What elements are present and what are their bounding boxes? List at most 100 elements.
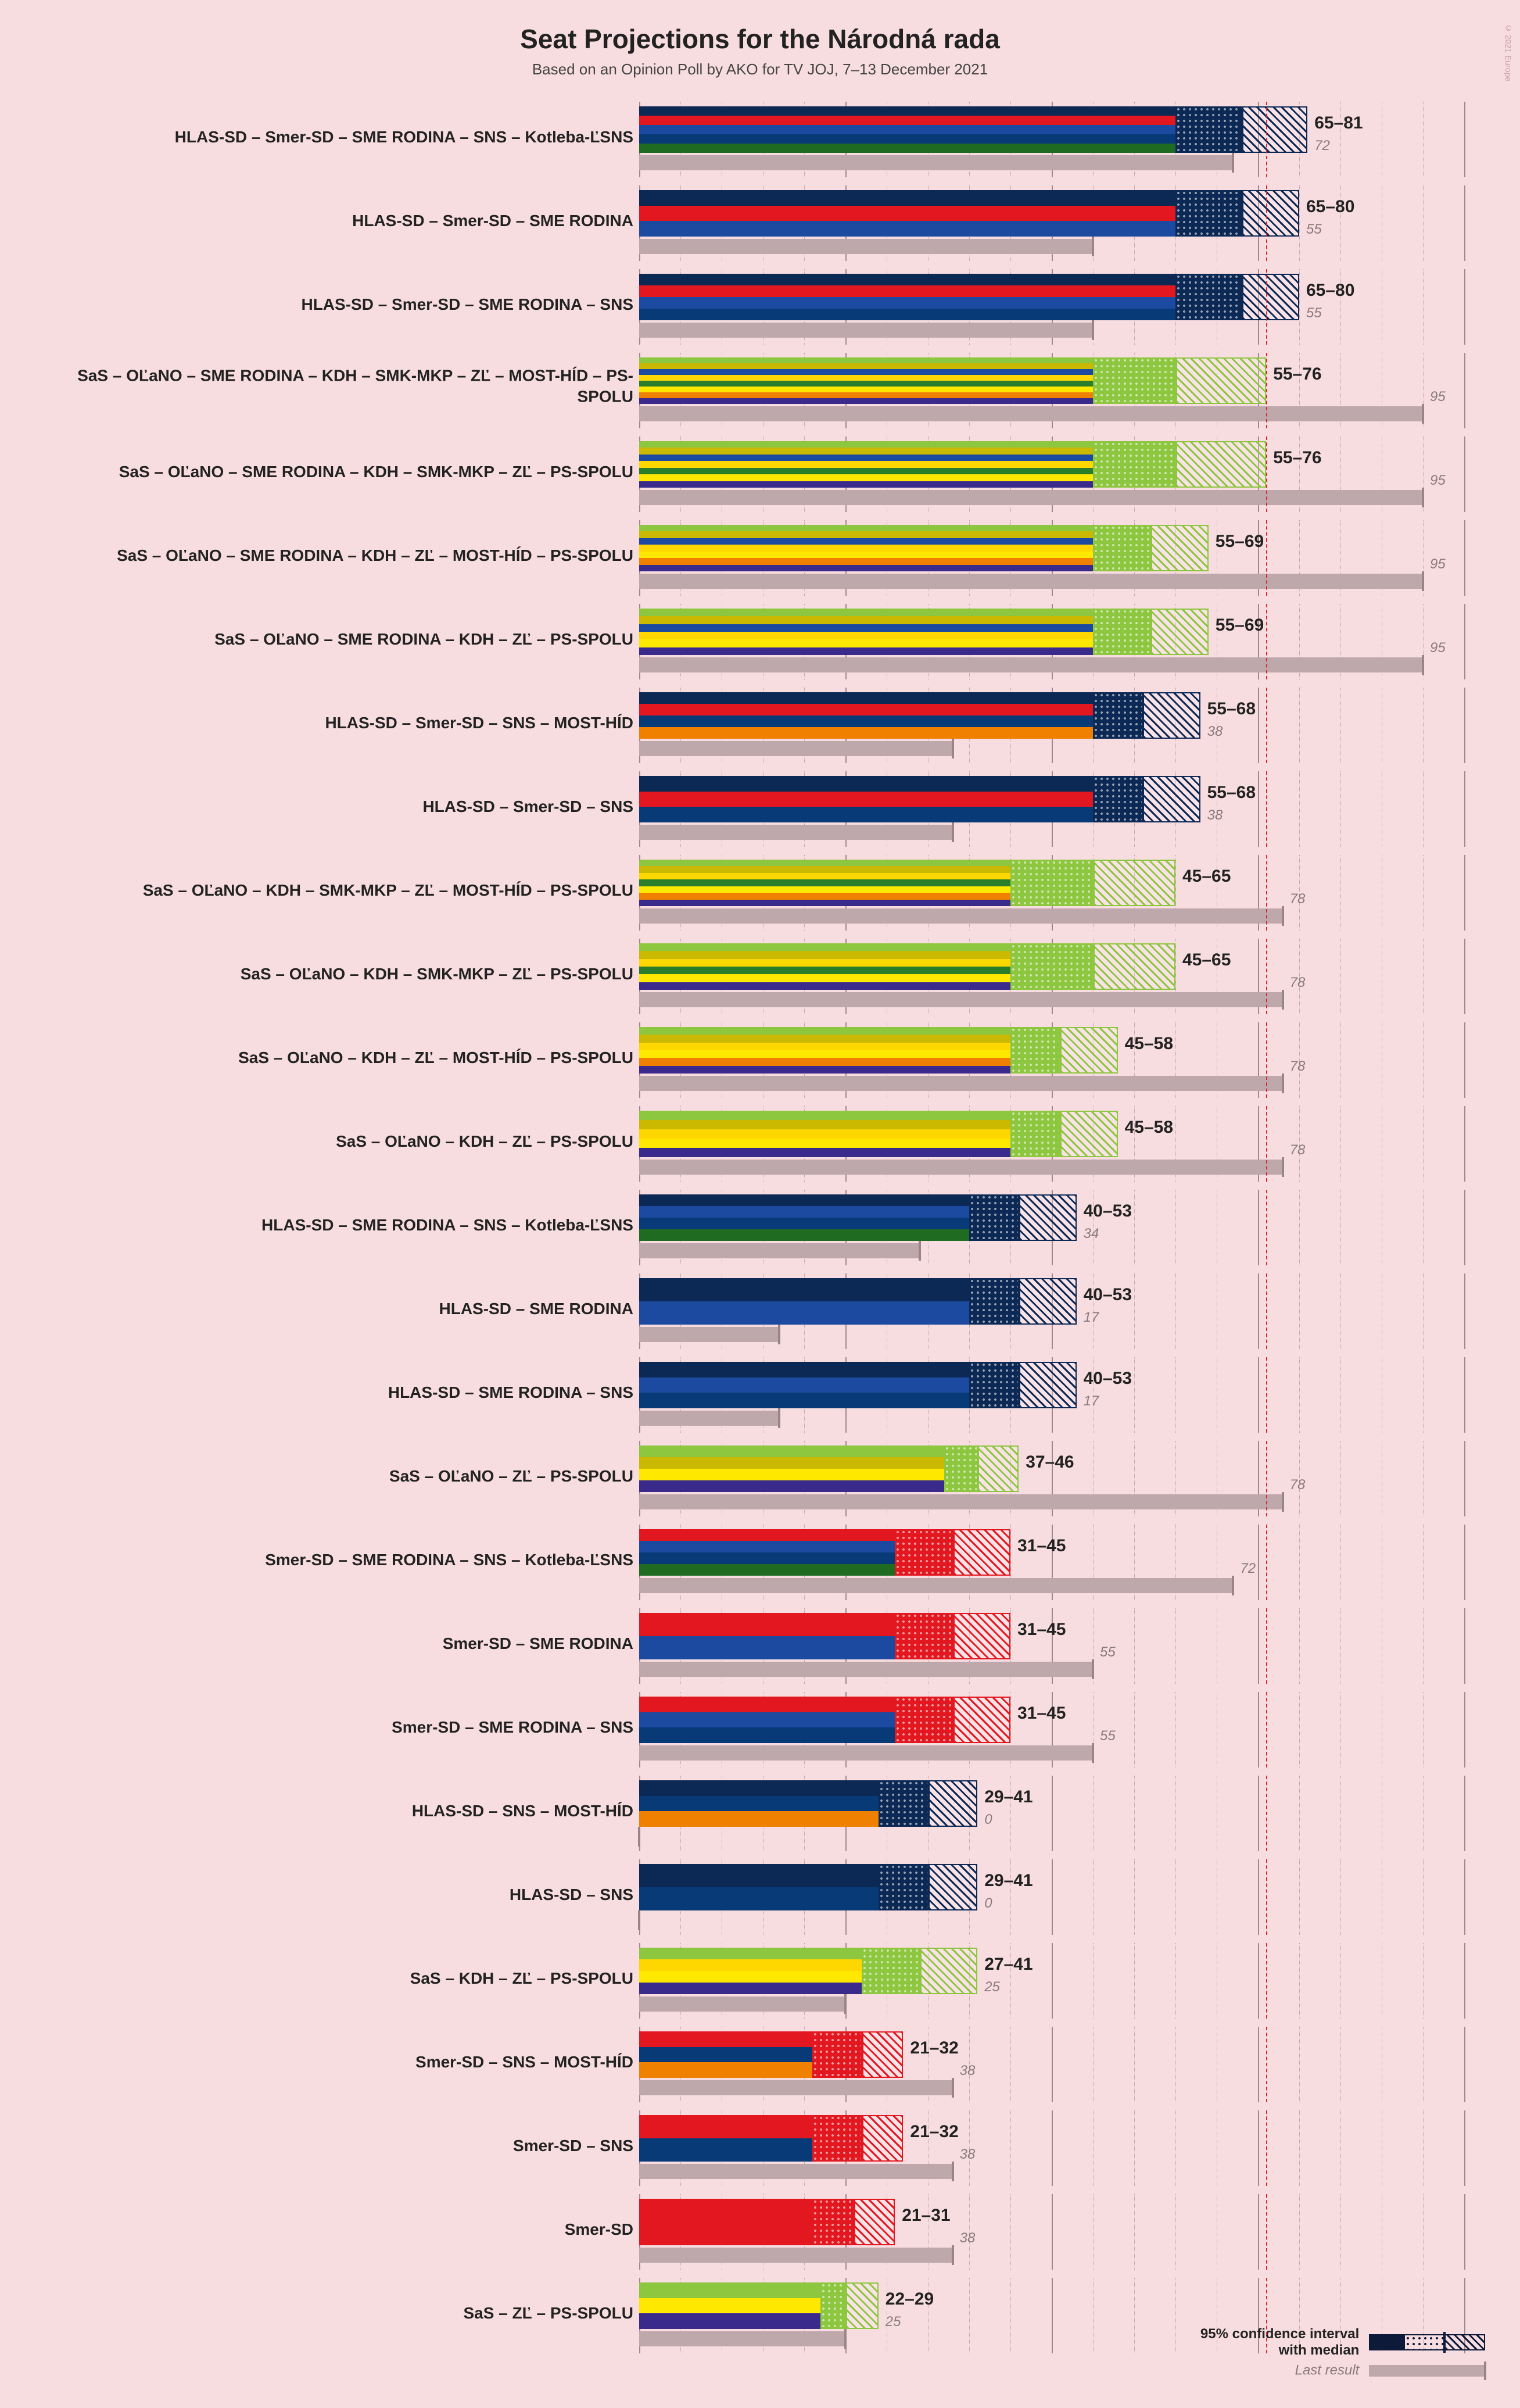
majority-line xyxy=(1266,102,1267,177)
majority-line xyxy=(1266,185,1267,261)
range-label: 27–41 xyxy=(984,1955,1033,1974)
plot-cell: 40–5317 xyxy=(639,1273,1464,1349)
last-label: 78 xyxy=(1290,1142,1306,1158)
majority-line xyxy=(1266,269,1267,345)
legend: 95% confidence interval with median Last… xyxy=(1200,2326,1485,2379)
majority-line xyxy=(1266,1357,1267,1433)
last-result-bar xyxy=(639,1662,1093,1677)
range-label: 22–29 xyxy=(886,2289,934,2309)
coalition-label: HLAS-SD – SME RODINA – SNS – Kotleba-ĽSN… xyxy=(41,1215,633,1236)
coalition-label: Smer-SD – SNS xyxy=(41,2135,633,2156)
majority-line xyxy=(1266,604,1267,679)
last-label: 78 xyxy=(1290,1058,1306,1075)
coalition-row: SaS – OĽaNO – SME RODINA – KDH – SMK-MKP… xyxy=(639,353,1464,428)
last-result-bar xyxy=(639,406,1423,421)
coalition-row: SaS – OĽaNO – ZĽ – PS-SPOLU37–4678 xyxy=(639,1441,1464,1516)
last-result-bar xyxy=(639,741,953,756)
majority-line xyxy=(1266,1692,1267,1767)
chart-title: Seat Projections for the Národná rada xyxy=(35,23,1485,55)
chart-subtitle: Based on an Opinion Poll by AKO for TV J… xyxy=(35,60,1485,78)
legend-last-swatch xyxy=(1369,2365,1485,2377)
range-label: 45–65 xyxy=(1182,867,1231,886)
range-label: 21–32 xyxy=(910,2038,958,2058)
last-result-bar xyxy=(639,1578,1233,1593)
coalition-label: HLAS-SD – Smer-SD – SNS – MOST-HÍD xyxy=(41,713,633,734)
range-label: 31–45 xyxy=(1017,1620,1066,1640)
last-label: 72 xyxy=(1314,138,1330,154)
plot-cell: 45–6578 xyxy=(639,939,1464,1014)
coalition-label: SaS – OĽaNO – SME RODINA – KDH – ZĽ – PS… xyxy=(41,629,633,650)
watermark: © 2021 Europe xyxy=(1504,23,1513,81)
range-label: 55–69 xyxy=(1216,532,1264,552)
coalition-row: Smer-SD – SME RODINA31–4555 xyxy=(639,1608,1464,1684)
coalition-row: SaS – OĽaNO – SME RODINA – KDH – SMK-MKP… xyxy=(639,436,1464,512)
last-label: 38 xyxy=(960,2230,976,2246)
range-label: 21–31 xyxy=(902,2206,950,2225)
last-result-bar xyxy=(639,1494,1283,1509)
range-label: 37–46 xyxy=(1026,1452,1074,1472)
coalition-label: HLAS-SD – Smer-SD – SME RODINA – SNS – K… xyxy=(41,127,633,148)
coalition-row: HLAS-SD – SNS29–410 xyxy=(639,1859,1464,1935)
last-result-bar xyxy=(639,1411,779,1426)
coalition-row: HLAS-SD – Smer-SD – SME RODINA – SNS65–8… xyxy=(639,269,1464,345)
range-label: 55–68 xyxy=(1207,699,1256,719)
coalition-row: HLAS-SD – Smer-SD – SME RODINA65–8055 xyxy=(639,185,1464,261)
majority-line xyxy=(1266,2278,1267,2353)
plot-cell: 55–6995 xyxy=(639,604,1464,679)
last-result-bar xyxy=(639,1996,845,2012)
coalition-label: SaS – OĽaNO – KDH – SMK-MKP – ZĽ – PS-SP… xyxy=(41,964,633,985)
coalition-label: Smer-SD xyxy=(41,2219,633,2240)
coalition-row: HLAS-SD – Smer-SD – SNS55–6838 xyxy=(639,771,1464,847)
last-result-bar xyxy=(639,1076,1283,1091)
plot-cell: 29–410 xyxy=(639,1776,1464,1851)
range-label: 65–80 xyxy=(1306,197,1354,217)
majority-line xyxy=(1266,1190,1267,1265)
coalition-row: HLAS-SD – SNS – MOST-HÍD29–410 xyxy=(639,1776,1464,1851)
plot-cell: 37–46 78 xyxy=(639,1441,1464,1516)
range-label: 55–69 xyxy=(1216,616,1264,635)
last-result-bar xyxy=(639,992,1283,1007)
last-label: 38 xyxy=(960,2063,976,2079)
range-label: 55–76 xyxy=(1273,448,1321,468)
coalition-label: HLAS-SD – Smer-SD – SNS xyxy=(41,796,633,817)
coalition-row: SaS – OĽaNO – KDH – ZĽ – PS-SPOLU45–5878 xyxy=(639,1106,1464,1182)
last-result-bar xyxy=(639,490,1423,505)
range-label: 31–45 xyxy=(1017,1536,1066,1556)
last-label: 55 xyxy=(1306,221,1322,238)
majority-line xyxy=(1266,436,1267,512)
range-label: 29–41 xyxy=(984,1787,1033,1807)
last-label: 0 xyxy=(984,1895,992,1912)
coalition-label: SaS – OĽaNO – SME RODINA – KDH – SMK-MKP… xyxy=(41,461,633,482)
coalition-label: Smer-SD – SME RODINA xyxy=(41,1633,633,1654)
last-label: 55 xyxy=(1306,305,1322,321)
last-label: 95 xyxy=(1430,389,1446,405)
range-label: 45–58 xyxy=(1125,1034,1173,1054)
coalition-label: HLAS-SD – SME RODINA – SNS xyxy=(41,1382,633,1403)
coalition-row: SaS – OĽaNO – SME RODINA – KDH – ZĽ – MO… xyxy=(639,520,1464,596)
last-result-bar xyxy=(639,2164,953,2179)
majority-line xyxy=(1266,353,1267,428)
plot-cell: 40–5334 xyxy=(639,1190,1464,1265)
plot-cell: 55–6838 xyxy=(639,771,1464,847)
chart-area: HLAS-SD – Smer-SD – SME RODINA – SNS – K… xyxy=(639,102,1464,2353)
majority-line xyxy=(1266,1106,1267,1182)
coalition-label: SaS – OĽaNO – KDH – ZĽ – PS-SPOLU xyxy=(41,1131,633,1152)
majority-line xyxy=(1266,855,1267,931)
plot-cell: 45–58 78 xyxy=(639,1022,1464,1098)
coalition-row: HLAS-SD – Smer-SD – SNS – MOST-HÍD55–683… xyxy=(639,688,1464,763)
coalition-row: SaS – OĽaNO – KDH – SMK-MKP – ZĽ – PS-SP… xyxy=(639,939,1464,1014)
last-label: 78 xyxy=(1290,1477,1306,1493)
range-label: 65–81 xyxy=(1314,113,1363,133)
plot-cell: 45–5878 xyxy=(639,1106,1464,1182)
last-label: 17 xyxy=(1084,1393,1099,1409)
plot-cell: 40–5317 xyxy=(639,1357,1464,1433)
coalition-label: HLAS-SD – SNS xyxy=(41,1884,633,1905)
coalition-row: Smer-SD – SNS21–3238 xyxy=(639,2110,1464,2186)
plot-cell: 21–3238 xyxy=(639,2027,1464,2102)
range-label: 40–53 xyxy=(1084,1285,1132,1305)
last-result-bar xyxy=(639,657,1423,672)
legend-last-text: Last result xyxy=(1295,2363,1360,2378)
coalition-row: HLAS-SD – SME RODINA40–5317 xyxy=(639,1273,1464,1349)
plot-cell: 21–3238 xyxy=(639,2110,1464,2186)
last-label: 55 xyxy=(1100,1728,1116,1744)
